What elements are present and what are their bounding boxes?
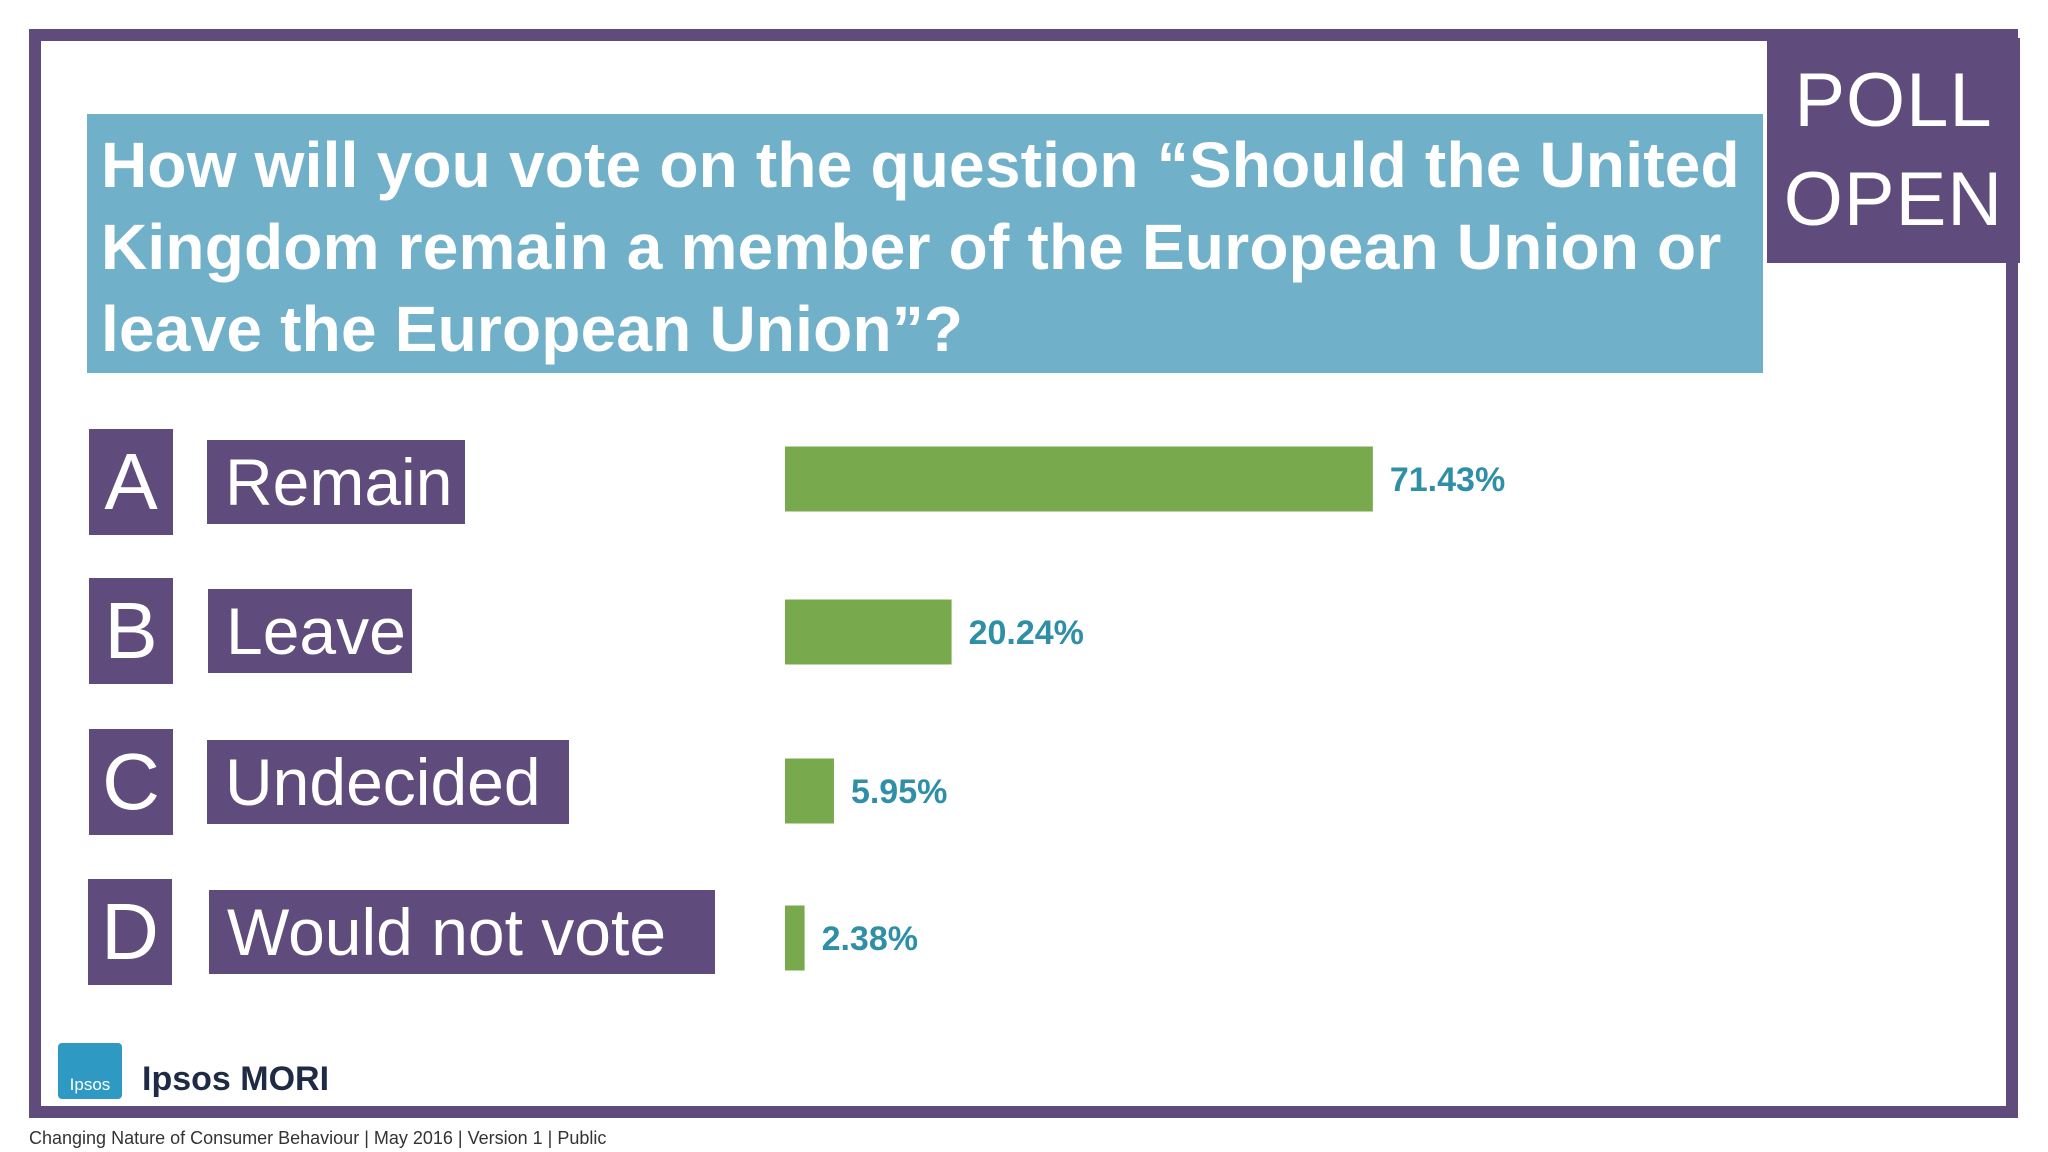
ipsos-logo-text: Ipsos	[69, 1075, 111, 1094]
option-label-undecided[interactable]: Undecided	[207, 740, 569, 824]
option-letter-b[interactable]: B	[89, 578, 173, 684]
option-label-leave[interactable]: Leave	[208, 589, 412, 673]
bar-leave	[785, 599, 952, 665]
bar-value-label-undecided: 5.95%	[851, 773, 947, 811]
poll-badge-line2: OPEN	[1783, 156, 2004, 242]
question-banner: How will you vote on the question “Shoul…	[87, 114, 1763, 373]
bar-remain	[785, 446, 1373, 512]
poll-badge-line1: POLL	[1794, 57, 1993, 143]
bar-value-label-would-not-vote: 2.38%	[822, 920, 918, 958]
option-letter-d[interactable]: D	[88, 879, 172, 985]
option-label-remain[interactable]: Remain	[207, 440, 465, 524]
ipsos-logo: Ipsos	[58, 1043, 122, 1099]
bar-undecided	[785, 758, 834, 824]
poll-open-badge: POLL OPEN	[1767, 38, 2020, 263]
bar-value-label-remain: 71.43%	[1390, 461, 1505, 499]
footer-text: Changing Nature of Consumer Behaviour | …	[29, 1128, 607, 1148]
bar-value-label-leave: 20.24%	[969, 614, 1084, 652]
bar-would-not-vote	[785, 905, 805, 971]
brand-name: Ipsos MORI	[142, 1060, 330, 1098]
option-letter-a[interactable]: A	[89, 429, 173, 535]
option-letter-c[interactable]: C	[89, 729, 173, 835]
option-label-would-not-vote[interactable]: Would not vote	[209, 890, 715, 974]
